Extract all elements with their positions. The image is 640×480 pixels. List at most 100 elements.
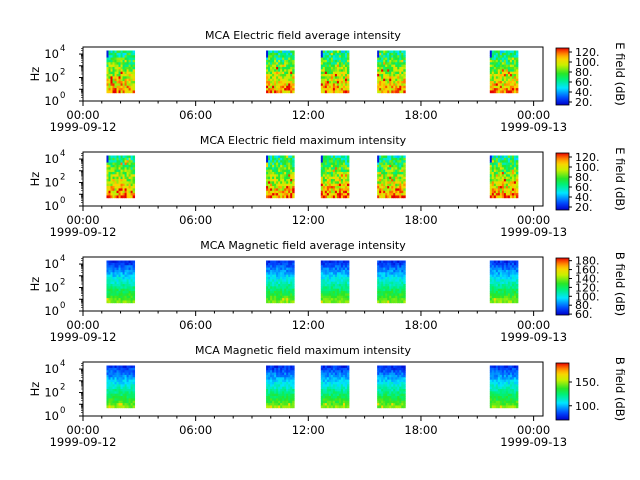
spectrogram-cell bbox=[346, 374, 350, 378]
spectrogram-cell bbox=[292, 62, 295, 66]
spectrogram-cell bbox=[377, 52, 380, 56]
spectrogram-cell bbox=[130, 295, 134, 299]
spectrogram-cell bbox=[509, 265, 513, 268]
spectrogram-cell bbox=[495, 179, 499, 182]
spectrogram-cell bbox=[268, 160, 271, 163]
spectrogram-cell bbox=[290, 59, 293, 63]
spectrogram-cell bbox=[509, 71, 513, 75]
spectrogram-cell bbox=[110, 78, 113, 82]
spectrogram-cell bbox=[292, 379, 295, 383]
spectrogram-cell bbox=[397, 260, 400, 264]
spectrogram-cell bbox=[389, 288, 392, 292]
spectrogram-cell bbox=[282, 167, 285, 171]
spectrogram-cell bbox=[342, 59, 346, 63]
spectrogram-cell bbox=[381, 291, 384, 294]
spectrogram-cell bbox=[124, 389, 127, 392]
colorbar bbox=[555, 47, 570, 106]
spectrogram-cell bbox=[346, 55, 350, 58]
spectrogram-cell bbox=[399, 78, 402, 82]
spectrogram-cell bbox=[403, 69, 406, 73]
spectrogram-cell bbox=[489, 284, 493, 287]
spectrogram-cell bbox=[278, 193, 281, 196]
spectrogram-cell bbox=[493, 155, 497, 159]
spectrogram-cell bbox=[126, 195, 129, 199]
spectrogram-cell bbox=[499, 55, 503, 58]
spectrogram-cell bbox=[130, 379, 134, 383]
spectrogram-cell bbox=[268, 171, 271, 175]
spectrogram-cell bbox=[338, 370, 342, 373]
spectrogram-cell bbox=[342, 162, 346, 166]
spectrogram-cell bbox=[126, 88, 129, 91]
spectrogram-cell bbox=[403, 83, 406, 87]
spectrogram-cell bbox=[385, 291, 388, 294]
spectrogram-cell bbox=[346, 69, 350, 73]
spectrogram-cell bbox=[391, 179, 394, 182]
spectrogram-cell bbox=[330, 81, 334, 84]
spectrogram-cell bbox=[383, 300, 386, 304]
spectrogram-cell bbox=[110, 276, 113, 280]
spectrogram-cell bbox=[342, 74, 346, 77]
spectrogram-cell bbox=[268, 281, 271, 285]
spectrogram-cell bbox=[288, 162, 291, 166]
spectrogram-cell bbox=[118, 384, 121, 388]
spectrogram-cell bbox=[342, 157, 346, 161]
spectrogram-cell bbox=[503, 183, 507, 187]
spectrogram-cell bbox=[387, 164, 390, 168]
spectrogram-cell bbox=[128, 90, 132, 94]
spectrogram-cell bbox=[399, 295, 402, 299]
spectrogram-cell bbox=[110, 179, 113, 182]
spectrogram-cell bbox=[272, 269, 275, 273]
spectrogram-cell bbox=[489, 171, 493, 175]
spectrogram-cell bbox=[389, 281, 392, 285]
spectrogram-cell bbox=[116, 267, 119, 271]
spectrogram-cell bbox=[330, 398, 334, 402]
spectrogram-cell bbox=[268, 62, 271, 66]
spectrogram-cell bbox=[328, 190, 332, 194]
spectrogram-cell bbox=[284, 288, 287, 292]
spectrogram-cell bbox=[499, 276, 503, 280]
spectrogram-cell bbox=[126, 298, 129, 301]
spectrogram-cell bbox=[491, 291, 495, 294]
spectrogram-cell bbox=[276, 386, 279, 390]
spectrogram-cell bbox=[328, 403, 332, 406]
spectrogram-cell bbox=[346, 396, 350, 399]
spectrogram-cell bbox=[383, 386, 386, 390]
spectrogram-cell bbox=[346, 393, 350, 397]
spectrogram-cell bbox=[326, 276, 330, 280]
spectrogram-cell bbox=[503, 291, 507, 294]
spectrogram-cell bbox=[108, 370, 111, 373]
spectrogram-cell bbox=[270, 90, 273, 94]
spectrogram-cell bbox=[338, 74, 342, 77]
spectrogram-cell bbox=[118, 81, 121, 84]
spectrogram-cell bbox=[110, 272, 113, 276]
spectrogram-cell bbox=[322, 78, 326, 82]
spectrogram-cell bbox=[110, 293, 113, 297]
spectrogram-cell bbox=[128, 174, 132, 178]
spectrogram-cell bbox=[324, 276, 328, 280]
spectrogram-cell bbox=[110, 66, 113, 70]
spectrogram-cell bbox=[114, 83, 117, 87]
spectrogram-cell bbox=[126, 386, 129, 390]
spectrogram-cell bbox=[379, 300, 382, 304]
spectrogram-cell bbox=[326, 62, 330, 66]
spectrogram-cell bbox=[495, 85, 499, 89]
spectrogram-cell bbox=[505, 55, 509, 58]
spectrogram-cell bbox=[379, 88, 382, 91]
spectrogram-cell bbox=[395, 74, 398, 77]
spectrogram-cell bbox=[395, 190, 398, 194]
spectrogram-cell bbox=[322, 69, 326, 73]
spectrogram-cell bbox=[344, 281, 348, 285]
spectrogram-cell bbox=[495, 293, 499, 297]
spectrogram-cell bbox=[132, 69, 136, 73]
spectrogram-cell bbox=[290, 78, 293, 82]
spectrogram-cell bbox=[266, 403, 269, 406]
spectrogram-cell bbox=[393, 188, 396, 192]
spectrogram-cell bbox=[272, 76, 275, 80]
spectrogram-cell bbox=[112, 279, 115, 283]
spectrogram-cell bbox=[328, 389, 332, 392]
spectrogram-cell bbox=[342, 167, 346, 171]
spectrogram-cell bbox=[383, 183, 386, 187]
spectrogram-cell bbox=[268, 74, 271, 77]
spectrogram-cell bbox=[128, 195, 132, 199]
spectrogram-cell bbox=[320, 69, 324, 73]
